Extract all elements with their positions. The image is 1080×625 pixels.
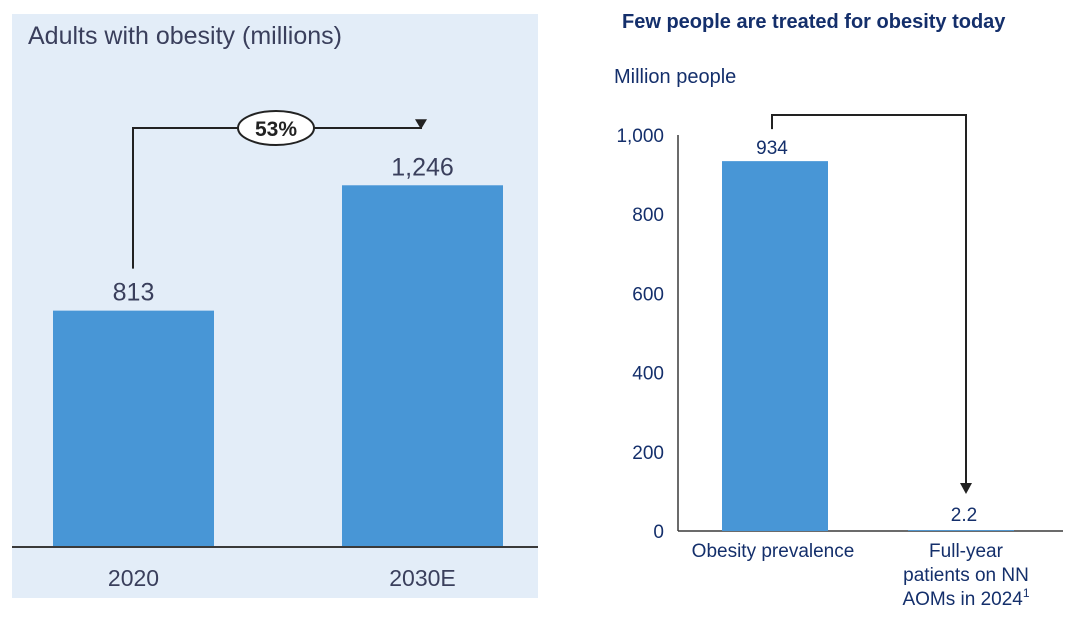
x-tick-label-line: patients on NN: [903, 565, 1029, 586]
bar-2020: [53, 310, 214, 546]
bar-2030e: [342, 185, 503, 546]
x-tick-label-line: Full-year: [929, 541, 1004, 562]
y-tick-label: 800: [632, 205, 664, 226]
y-tick-label: 200: [632, 443, 664, 464]
x-tick-label-line: AOMs in 20241: [902, 586, 1029, 610]
x-tick-label: 2030E: [389, 565, 456, 591]
y-tick-label: 0: [653, 522, 664, 543]
y-tick-label: 600: [632, 284, 664, 305]
left-chart-panel: Adults with obesity (millions) 813 2020 1,…: [12, 14, 538, 598]
footnote-marker: 1: [1023, 586, 1030, 600]
bar-value-label: 1,246: [391, 153, 454, 181]
growth-badge-label: 53%: [255, 118, 297, 141]
bar-value-label: 934: [756, 138, 788, 159]
right-chart-title: Few people are treated for obesity today: [622, 11, 1006, 33]
y-tick-label: 1,000: [616, 126, 664, 147]
right-y-axis-unit-label: Million people: [614, 66, 737, 88]
bar-value-label: 2.2: [951, 505, 977, 526]
growth-arrowhead: [415, 119, 427, 130]
x-tick-label: Obesity prevalence: [692, 541, 855, 562]
x-tick-label: 2020: [108, 565, 159, 591]
y-tick-label: 400: [632, 364, 664, 385]
growth-badge: [237, 110, 315, 146]
bar-obesity-prevalence: [722, 161, 828, 532]
comparison-arrowhead: [960, 483, 972, 494]
bar-treated-patients: [908, 530, 1014, 531]
left-chart-title: Adults with obesity (millions): [28, 22, 342, 50]
bar-value-label: 813: [113, 279, 155, 307]
comparison-connector-line: [771, 114, 967, 485]
left-chart-plot: 813 2020 1,246 2030E 53%: [12, 110, 538, 591]
